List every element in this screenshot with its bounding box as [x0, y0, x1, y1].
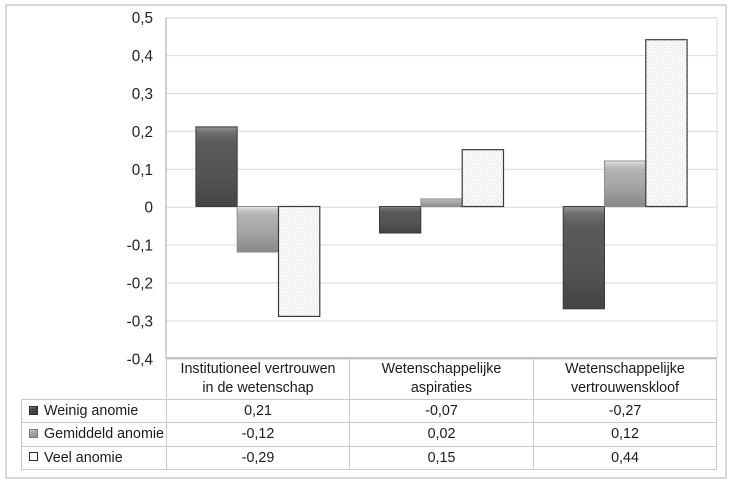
svg-text:0,4: 0,4 [132, 48, 154, 65]
svg-text:-0,1: -0,1 [127, 238, 153, 255]
svg-text:0,5: 0,5 [132, 10, 153, 27]
svg-text:0,2: 0,2 [132, 124, 153, 141]
svg-text:0,1: 0,1 [132, 162, 153, 179]
svg-text:0,3: 0,3 [132, 86, 153, 103]
svg-text:-0,2: -0,2 [127, 276, 153, 293]
svg-text:-0,3: -0,3 [127, 313, 153, 330]
svg-text:0: 0 [144, 200, 153, 217]
